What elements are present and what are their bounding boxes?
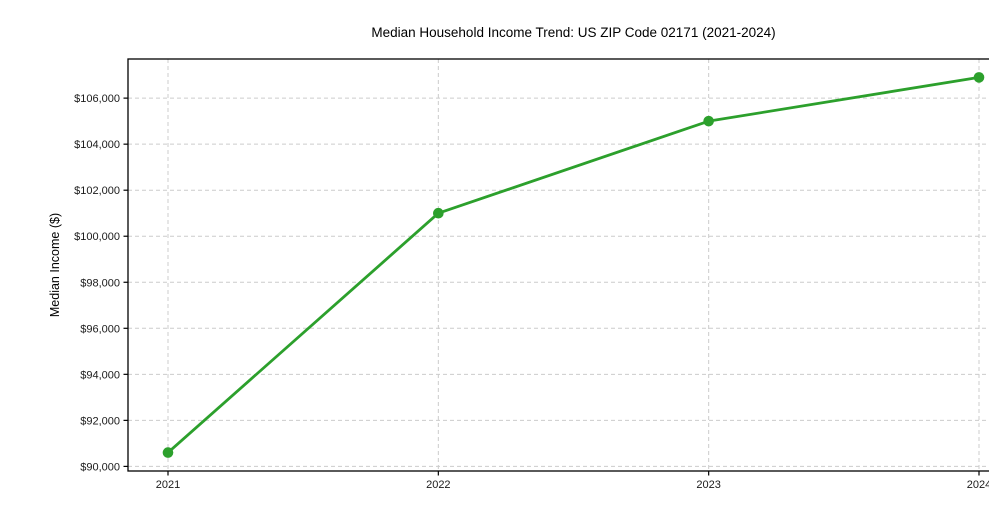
plot-border <box>127 58 989 472</box>
y-tick-label: $96,000 <box>80 323 120 335</box>
y-tick-label: $104,000 <box>74 139 120 151</box>
y-tick-label: $106,000 <box>74 93 120 105</box>
x-tick-label: 2024 <box>967 479 989 491</box>
y-tick-label: $90,000 <box>80 461 120 473</box>
y-tick-label: $102,000 <box>74 185 120 197</box>
x-tick-label: 2022 <box>426 479 450 491</box>
y-tick-label: $94,000 <box>80 369 120 381</box>
y-tick-label: $98,000 <box>80 277 120 289</box>
y-tick-label: $92,000 <box>80 415 120 427</box>
data-point-marker <box>433 207 444 219</box>
plot-area: $90,000 $92,000 $94,000 $96,000 $98,000 $100,… <box>74 58 989 491</box>
income-trend-line-chart: Median Household Income Trend: US ZIP Co… <box>40 16 989 506</box>
trend-line <box>166 76 981 454</box>
data-point-marker <box>162 447 174 458</box>
y-tick-label: $100,000 <box>74 231 120 243</box>
data-point-marker <box>973 72 985 83</box>
data-point-marker <box>703 115 714 127</box>
chart-title: Median Household Income Trend: US ZIP Co… <box>371 25 776 40</box>
x-tick-label: 2023 <box>696 479 720 491</box>
x-tick-label: 2021 <box>156 479 180 491</box>
